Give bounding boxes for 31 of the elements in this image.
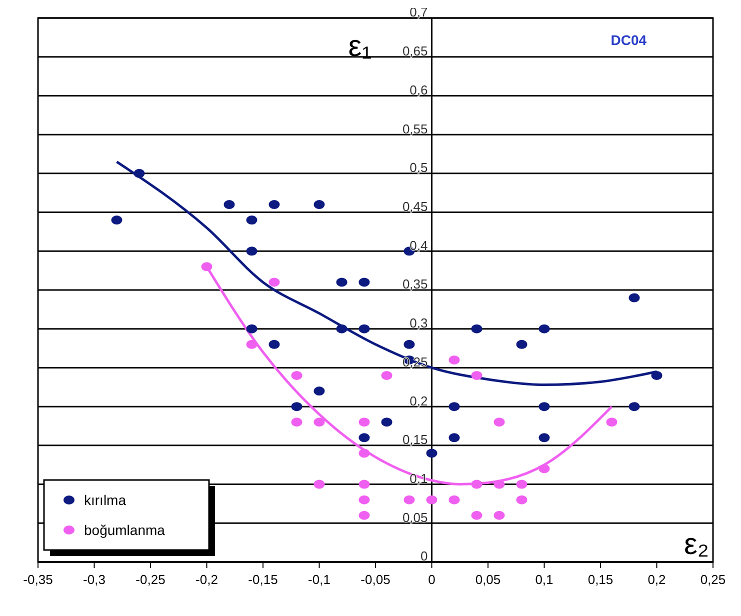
y-tick-label: 0,35 [402, 276, 428, 292]
x-tick-label: -0,1 [308, 572, 330, 587]
text: DC04 [610, 32, 647, 48]
legend-label: boğumlanma [84, 522, 166, 538]
y-tick-label: 0,3 [410, 316, 428, 331]
y-tick-label: 0,25 [402, 354, 428, 370]
x-tick-label: 0,05 [475, 572, 501, 587]
y-tick-label: 0,15 [402, 432, 428, 448]
y-tick-label: 0,7 [410, 4, 428, 20]
x-tick-label: -0,25 [136, 572, 166, 587]
y-tick-label: 0,55 [402, 121, 428, 136]
y-tick-label: 0,2 [410, 393, 428, 408]
y-tick-label: 0,45 [402, 198, 428, 214]
y-tick-label: 0,4 [410, 238, 428, 253]
y-tick-label: 0,5 [410, 160, 428, 176]
x-axis-title: ε₂ [684, 528, 709, 561]
x-tick-label: 0,25 [700, 572, 726, 587]
x-tick-label: -0,2 [196, 572, 218, 587]
x-tick-label: 0,1 [535, 572, 554, 587]
x-tick-label: 0,15 [588, 572, 614, 587]
y-tick-label: 0,05 [402, 510, 428, 525]
x-tick-label: -0,05 [360, 572, 390, 587]
y-axis-title: ε₁ [348, 30, 372, 63]
x-tick-label: -0,15 [248, 572, 278, 587]
x-tick-label: -0,3 [83, 572, 106, 587]
y-tick-label: 0,65 [402, 44, 428, 59]
x-tick-label: -0,35 [23, 572, 53, 587]
y-tick-label: 0 [420, 548, 428, 564]
legend-label: kırılma [84, 492, 126, 508]
y-tick-label: 0,6 [410, 82, 428, 98]
x-tick-label: 0,2 [648, 572, 666, 587]
